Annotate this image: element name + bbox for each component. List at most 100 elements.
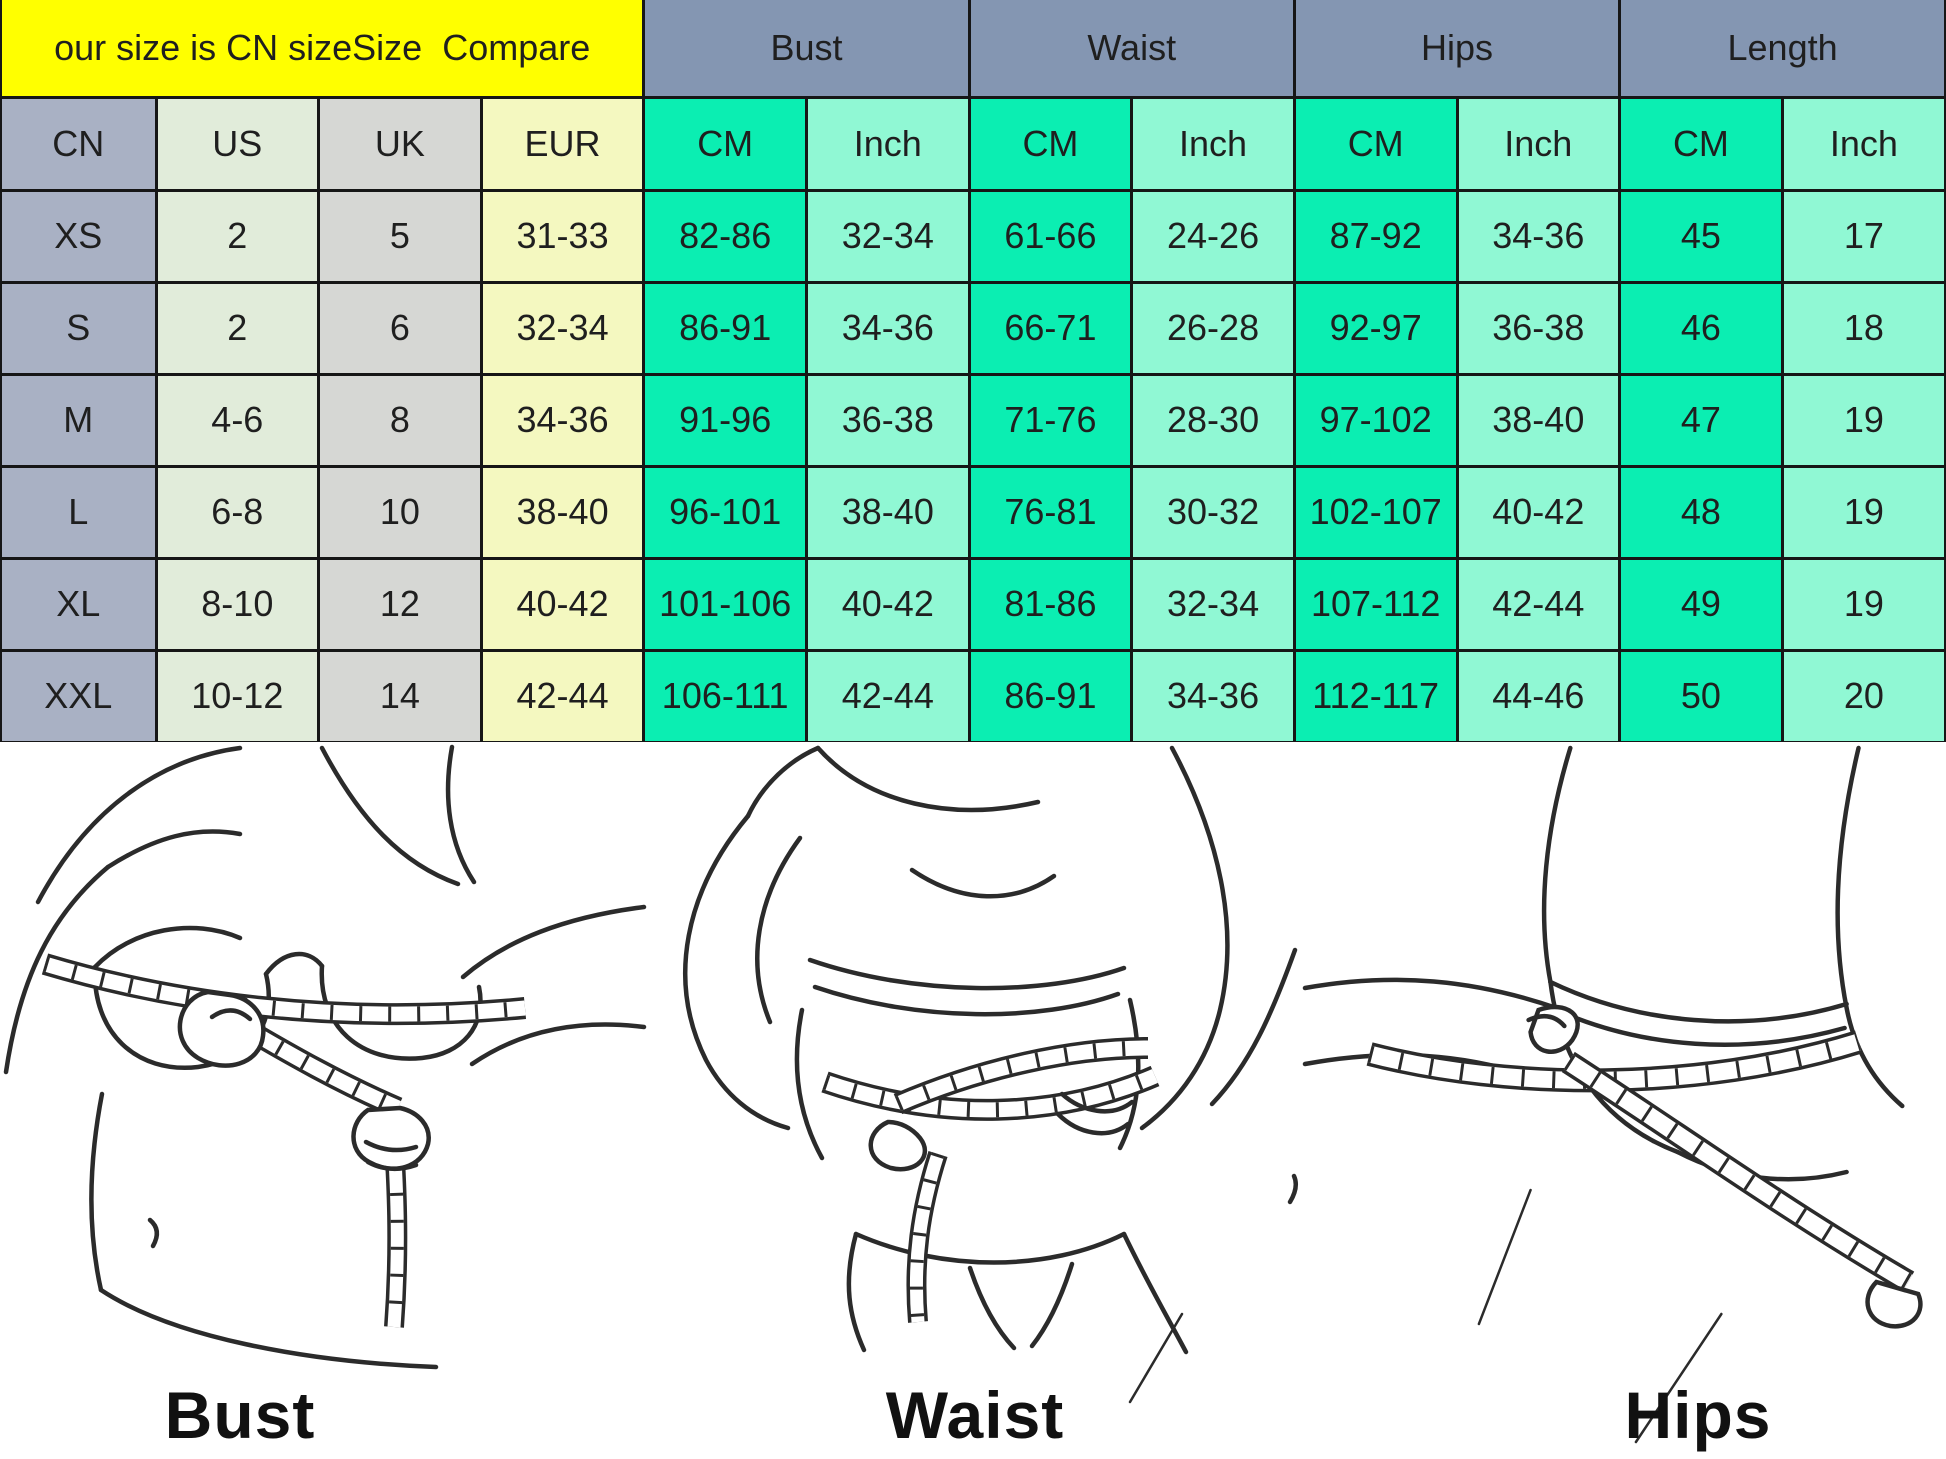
cell-s-hips-inch: 36-38 — [1455, 280, 1622, 376]
cell-s-uk: 6 — [317, 280, 483, 376]
cell-s-us: 2 — [154, 280, 321, 376]
cell-xxl-uk: 14 — [317, 648, 483, 744]
cell-l-waist-cm: 76-81 — [967, 464, 1134, 560]
waist-measuring-tape — [821, 1037, 1160, 1323]
column-header-us: US — [154, 95, 321, 192]
cell-xxl-cn: XXL — [0, 648, 158, 744]
cell-xs-uk: 5 — [317, 188, 483, 284]
column-header-length-inch: Inch — [1780, 95, 1946, 192]
cell-l-length-inch: 19 — [1780, 464, 1946, 560]
hips-measuring-tape — [1366, 1030, 1915, 1293]
hips-illustration: Hips — [1300, 742, 1946, 1459]
cell-m-hips-inch: 38-40 — [1455, 372, 1622, 468]
cell-s-hips-cm: 92-97 — [1292, 280, 1459, 376]
waist-hands — [868, 1091, 1135, 1172]
cell-s-cn: S — [0, 280, 158, 376]
cell-xxl-waist-inch: 34-36 — [1130, 648, 1296, 744]
cell-xs-us: 2 — [154, 188, 321, 284]
cell-l-bust-inch: 38-40 — [805, 464, 971, 560]
column-header-bust-cm: CM — [642, 95, 808, 192]
cell-xl-length-cm: 49 — [1618, 556, 1784, 652]
cell-xxl-hips-inch: 44-46 — [1455, 648, 1622, 744]
column-header-cn: CN — [0, 95, 158, 192]
cell-xs-bust-inch: 32-34 — [805, 188, 971, 284]
cell-xl-us: 8-10 — [154, 556, 321, 652]
column-header-hips-cm: CM — [1292, 95, 1459, 192]
cell-xl-waist-inch: 32-34 — [1130, 556, 1296, 652]
cell-l-us: 6-8 — [154, 464, 321, 560]
waist-label: Waist — [885, 1378, 1065, 1452]
measurement-illustrations: Bust — [0, 742, 1946, 1459]
cell-xl-cn: XL — [0, 556, 158, 652]
cell-xs-cn: XS — [0, 188, 158, 284]
cell-s-waist-inch: 26-28 — [1130, 280, 1296, 376]
cell-m-length-inch: 19 — [1780, 372, 1946, 468]
cell-xs-eur: 31-33 — [479, 188, 646, 284]
cell-xs-bust-cm: 82-86 — [642, 188, 808, 284]
cell-xxl-length-cm: 50 — [1618, 648, 1784, 744]
cell-xl-length-inch: 19 — [1780, 556, 1946, 652]
column-header-waist-cm: CM — [967, 95, 1134, 192]
cell-m-length-cm: 47 — [1618, 372, 1784, 468]
cell-xxl-us: 10-12 — [154, 648, 321, 744]
cell-s-length-cm: 46 — [1618, 280, 1784, 376]
cell-l-bust-cm: 96-101 — [642, 464, 808, 560]
cell-xs-length-inch: 17 — [1780, 188, 1946, 284]
group-header-length: Length — [1618, 0, 1946, 99]
cell-m-eur: 34-36 — [479, 372, 646, 468]
group-header-waist: Waist — [967, 0, 1296, 99]
cell-l-hips-inch: 40-42 — [1455, 464, 1622, 560]
cell-s-bust-inch: 34-36 — [805, 280, 971, 376]
cell-s-waist-cm: 66-71 — [967, 280, 1134, 376]
cell-xl-eur: 40-42 — [479, 556, 646, 652]
size-row-l: L 6-8 10 38-40 96-101 38-40 76-81 30-32 102-107 4… — [0, 464, 1946, 560]
column-header-length-cm: CM — [1618, 95, 1784, 192]
cell-m-us: 4-6 — [154, 372, 321, 468]
size-row-xl: XL 8-10 12 40-42 101-106 40-42 81-86 32-34 107-1… — [0, 556, 1946, 652]
cell-xl-uk: 12 — [317, 556, 483, 652]
column-header-hips-inch: Inch — [1455, 95, 1622, 192]
cell-xl-hips-cm: 107-112 — [1292, 556, 1459, 652]
column-header-waist-inch: Inch — [1130, 95, 1296, 192]
cell-xxl-bust-inch: 42-44 — [805, 648, 971, 744]
cell-xl-bust-cm: 101-106 — [642, 556, 808, 652]
cell-xl-waist-cm: 81-86 — [967, 556, 1134, 652]
waist-body-outline — [683, 745, 1299, 1404]
group-header-bust: Bust — [642, 0, 971, 99]
bust-measuring-tape — [41, 953, 527, 1328]
cell-s-eur: 32-34 — [479, 280, 646, 376]
cell-xxl-hips-cm: 112-117 — [1292, 648, 1459, 744]
cell-xs-hips-inch: 34-36 — [1455, 188, 1622, 284]
hips-hands — [1526, 1004, 1923, 1329]
cell-m-waist-cm: 71-76 — [967, 372, 1134, 468]
cell-m-cn: M — [0, 372, 158, 468]
cell-m-bust-inch: 36-38 — [805, 372, 971, 468]
size-row-s: S 2 6 32-34 86-91 34-36 66-71 26-28 92-97 36-38 46… — [0, 280, 1946, 376]
cell-xs-waist-cm: 61-66 — [967, 188, 1134, 284]
cell-xxl-length-inch: 20 — [1780, 648, 1946, 744]
table-column-header-row: CN US UK EUR CM Inch CM Inch CM Inch CM … — [0, 95, 1946, 192]
table-title: our size is CN sizeSize Compare — [0, 0, 646, 99]
size-table: our size is CN sizeSize Compare Bust Wai… — [0, 0, 1946, 744]
cell-s-bust-cm: 86-91 — [642, 280, 808, 376]
size-row-xxl: XXL 10-12 14 42-44 106-111 42-44 86-91 34-36 112… — [0, 648, 1946, 744]
table-group-header-row: our size is CN sizeSize Compare Bust Wai… — [0, 0, 1946, 99]
cell-l-hips-cm: 102-107 — [1292, 464, 1459, 560]
cell-m-uk: 8 — [317, 372, 483, 468]
waist-illustration: Waist — [650, 742, 1300, 1459]
waist-figure-drawing — [683, 745, 1299, 1404]
bust-body-outline — [3, 744, 647, 1370]
group-header-hips: Hips — [1292, 0, 1622, 99]
cell-s-length-inch: 18 — [1780, 280, 1946, 376]
cell-m-waist-inch: 28-30 — [1130, 372, 1296, 468]
cell-l-cn: L — [0, 464, 158, 560]
hips-figure-drawing — [1302, 745, 1923, 1444]
cell-l-uk: 10 — [317, 464, 483, 560]
cell-xxl-waist-cm: 86-91 — [967, 648, 1134, 744]
cell-xl-bust-inch: 40-42 — [805, 556, 971, 652]
cell-xxl-bust-cm: 106-111 — [642, 648, 808, 744]
cell-m-hips-cm: 97-102 — [1292, 372, 1459, 468]
column-header-uk: UK — [317, 95, 483, 192]
bust-label: Bust — [164, 1378, 316, 1452]
